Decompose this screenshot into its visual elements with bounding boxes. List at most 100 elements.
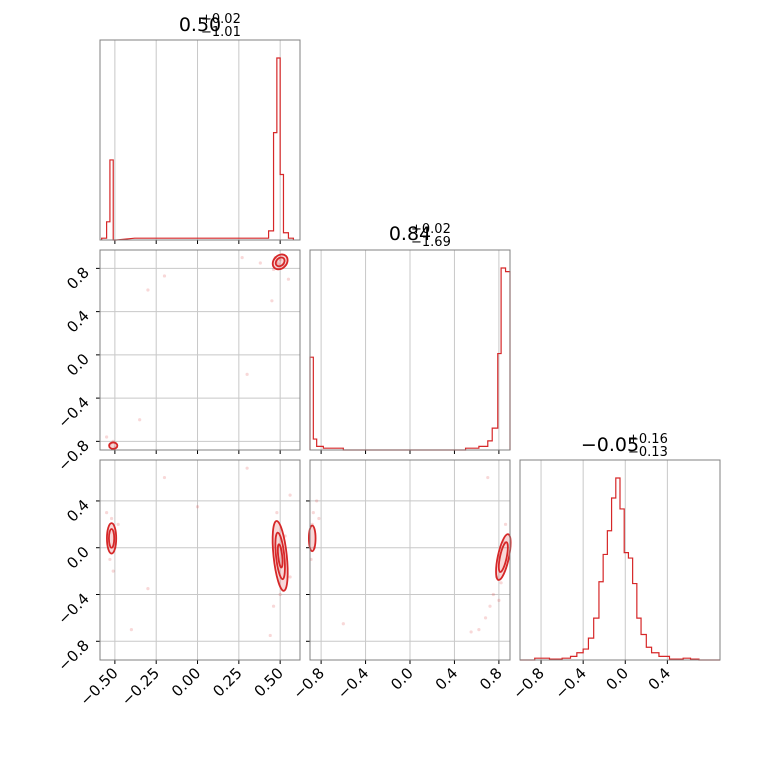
density-contour (307, 524, 317, 553)
sample-point (245, 466, 249, 470)
tick-label-x: −0.50 (76, 664, 121, 709)
tick-label-y: 0.4 (63, 496, 93, 526)
sample-point (499, 581, 503, 585)
hist-bin (652, 653, 659, 660)
tick-label-x: 0.0 (387, 664, 417, 694)
tick-label-y: 0.8 (63, 263, 93, 293)
density-contour (108, 441, 119, 450)
title-p2-minus: −0.13 (628, 445, 668, 460)
density-contour (274, 256, 286, 268)
tick-label-x: 0.8 (476, 664, 506, 694)
hist-outline (520, 477, 720, 661)
panel-p2-p0: −0.50−0.25 0.00 0.25 0.50 −0.8 −0.4 0.0 0.4 (54, 459, 301, 709)
tick-label-x: −0.4 (334, 664, 372, 702)
panel-frame (309, 249, 511, 451)
sample-point (146, 587, 150, 591)
hist-bin (506, 272, 510, 450)
hist-bin (628, 558, 632, 660)
sample-point (162, 274, 167, 278)
tick-label-x: −0.25 (118, 664, 163, 709)
sample-point (271, 604, 276, 608)
tick-label-y: −0.4 (54, 590, 92, 628)
hist-bin (607, 531, 611, 660)
tick-label-x: −0.8 (289, 664, 327, 702)
sample-point (268, 633, 272, 638)
sample-point (311, 511, 315, 515)
title-p1-plus: +0.02 (411, 222, 451, 237)
sample-point (109, 516, 114, 521)
hist-bin (620, 509, 624, 660)
tick-label-y: 0.4 (63, 307, 93, 337)
hist-bin (583, 649, 588, 660)
hist-bin (492, 428, 498, 450)
hist-bin (637, 618, 641, 660)
sample-point (105, 511, 109, 515)
sample-point (275, 511, 279, 515)
tick-label-x: 0.4 (432, 664, 462, 694)
sample-point (276, 262, 281, 266)
tick-label-x: 0.25 (209, 664, 245, 700)
sample-point (105, 435, 109, 439)
sample-point (258, 261, 262, 265)
tick-label-x: 0.0 (602, 664, 632, 694)
tick-label-x: −0.8 (509, 664, 547, 702)
hist-bin (577, 653, 583, 660)
title-p0-value: 0.50 (179, 14, 221, 36)
hist-bin (646, 647, 651, 660)
title-p0-plus: +0.02 (201, 12, 241, 27)
density-contour (271, 253, 289, 271)
sample-point (138, 418, 142, 422)
hist-bin (594, 618, 599, 660)
title-p0-minus: −1.01 (201, 25, 241, 40)
panel-p0-diag (99, 39, 301, 244)
hist-bin (612, 498, 616, 660)
density-contour (276, 543, 284, 569)
sample-point (116, 522, 120, 526)
sample-point (245, 372, 249, 376)
hist-bin (616, 478, 620, 660)
hist-outline (101, 57, 294, 241)
hist-bin (501, 268, 505, 450)
hist-bin (269, 231, 274, 240)
sample-point (503, 522, 508, 526)
sample-point (278, 592, 282, 597)
sample-point (477, 627, 481, 632)
panel-frame (519, 459, 721, 661)
sample-point (108, 557, 112, 562)
sample-point (469, 630, 473, 634)
density-fill (109, 442, 118, 449)
hist-bin (283, 233, 288, 240)
hist-bin (488, 441, 492, 450)
tick-label-x: −0.4 (551, 664, 589, 702)
hist-bin (624, 553, 628, 660)
tick-label-y: −0.8 (54, 636, 92, 674)
sample-point (146, 288, 150, 292)
density-contour (274, 531, 286, 581)
density-contour (271, 520, 289, 592)
sample-point (315, 499, 319, 503)
sample-point (129, 627, 134, 632)
sample-point (486, 475, 490, 480)
sample-point (286, 277, 291, 281)
hist-bin (599, 582, 603, 660)
panel-frame (99, 39, 301, 241)
sample-point (195, 505, 200, 509)
title-p1: 0.84 (389, 223, 431, 245)
hist-bin (603, 554, 607, 660)
sample-point (288, 493, 292, 497)
tick-label-y: −0.4 (54, 393, 92, 431)
title-p2: −0.05 (581, 434, 639, 456)
panel-frame (309, 459, 511, 661)
density-contour (108, 528, 116, 549)
panel-p2-p1: −0.8 −0.4 0.0 0.4 0.8 (289, 459, 512, 703)
tick-label-y: 0.0 (63, 543, 93, 573)
panels: −0.8−0.40.00.40.8−0.50−0.25 0.00 0.25 0.50−… (54, 39, 721, 709)
sample-point (491, 592, 495, 597)
sample-point (488, 604, 492, 608)
hist-bin (641, 635, 646, 660)
density-contour (495, 533, 512, 581)
sample-point (278, 258, 282, 262)
sample-point (270, 299, 274, 303)
panel-frame (99, 459, 301, 661)
